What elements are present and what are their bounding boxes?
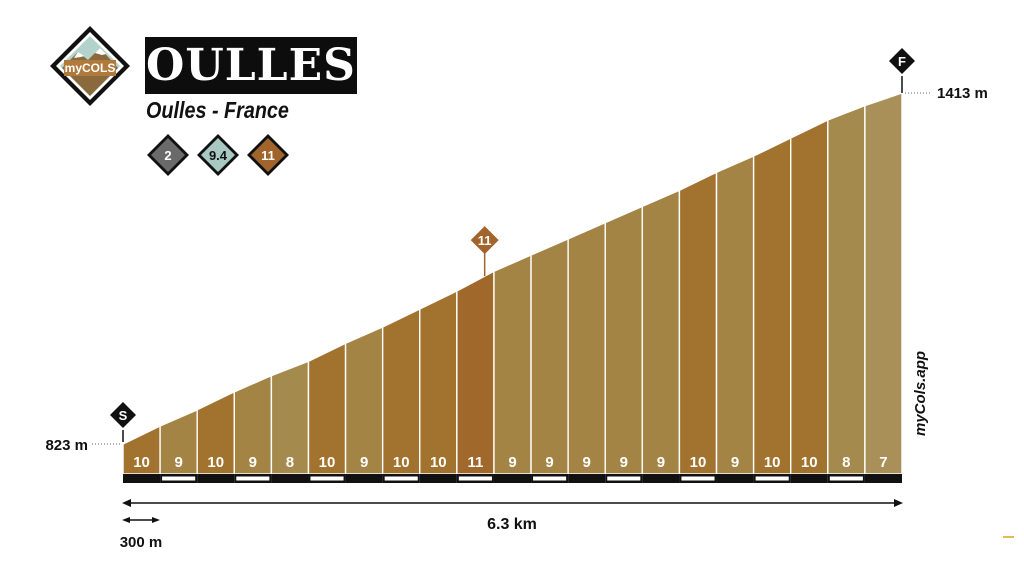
climb-location: Oulles - France [146, 97, 289, 123]
ruler-segment-1 [123, 474, 161, 483]
ruler-gap-6 [310, 476, 344, 481]
ruler-gap-10 [458, 476, 492, 481]
profile-segment-8 [381, 307, 421, 475]
gradient-label-3: 10 [207, 454, 224, 471]
profile-segment-20 [827, 104, 866, 475]
ruler-gap-18 [755, 476, 789, 481]
profile-segment-18 [752, 136, 792, 475]
gradient-label-14: 9 [620, 454, 628, 471]
finish-marker: F [889, 48, 915, 93]
profile-segment-14 [604, 205, 644, 475]
start-elevation-label: 823 m [45, 437, 88, 454]
gradient-label-16: 10 [690, 454, 707, 471]
ruler-gap-2 [162, 476, 196, 481]
finish-marker-label: F [898, 54, 906, 69]
ruler-segment-9 [419, 474, 457, 483]
badge-average-gradient: 9.4 [197, 134, 239, 176]
ruler-gap-16 [681, 476, 715, 481]
brand-vertical-text: myCols.app [912, 350, 929, 436]
profile-segment-11 [493, 253, 532, 475]
profile-segment-7 [344, 325, 384, 475]
start-marker: S [110, 402, 136, 442]
gradient-label-10: 11 [467, 454, 483, 471]
gradient-label-20: 8 [842, 454, 850, 471]
ruler-segment-15 [642, 474, 680, 483]
profile-segment-13 [567, 221, 606, 475]
total-distance-arrow [122, 499, 903, 507]
gradient-label-18: 10 [764, 454, 781, 471]
gradient-label-21: 7 [879, 454, 887, 471]
profile-segment-12 [530, 237, 569, 475]
gradient-label-9: 10 [430, 454, 447, 471]
gradient-label-5: 8 [286, 454, 294, 471]
gradient-label-13: 9 [583, 454, 591, 471]
profile-segment-17 [715, 154, 755, 475]
stats-badges: 2 9.4 11 [147, 134, 289, 176]
segment-scale-label: 300 m [120, 534, 163, 551]
badge-count-fill [151, 138, 185, 172]
badge-average-gradient-value: 9.4 [209, 148, 228, 163]
ruler-segment-3 [197, 474, 235, 483]
start-marker-label: S [119, 408, 128, 423]
gradient-label-17: 9 [731, 454, 739, 471]
badge-max-gradient: 11 [247, 134, 289, 176]
ruler-segment-19 [790, 474, 828, 483]
gradient-label-8: 10 [393, 454, 410, 471]
gradient-label-2: 9 [174, 454, 182, 471]
logo-text: myCOLS [65, 61, 116, 75]
gradient-label-15: 9 [657, 454, 665, 471]
ruler-segment-5 [271, 474, 309, 483]
profile-segment-15 [641, 189, 681, 475]
profile-segments [122, 92, 903, 475]
mycols-logo: myCOLS [50, 26, 130, 106]
ruler-segment-21 [864, 474, 902, 483]
ruler-segment-7 [345, 474, 383, 483]
badge-count-value: 2 [164, 148, 171, 163]
max-gradient-marker: 11 [470, 226, 499, 277]
gradient-label-6: 10 [319, 454, 336, 471]
gradient-label-7: 9 [360, 454, 368, 471]
ruler-segment-11 [493, 474, 532, 483]
profile-segment-19 [790, 118, 829, 475]
gradient-labels: 10 9 10 9 8 10 9 10 10 11 9 9 9 9 9 10 9 10 10 8 7 [133, 454, 887, 471]
profile-segment-16 [678, 171, 718, 475]
climb-title: OULLES [145, 37, 357, 94]
gradient-label-19: 10 [801, 454, 818, 471]
total-distance-label: 6.3 km [487, 516, 537, 533]
finish-elevation-label: 1413 m [937, 85, 988, 102]
max-gradient-marker-label: 11 [478, 233, 492, 248]
profile-segment-9 [419, 289, 458, 475]
ruler-gap-14 [607, 476, 641, 481]
distance-ruler [123, 474, 902, 483]
ruler-gap-4 [236, 476, 270, 481]
badge-count: 2 [147, 134, 189, 176]
ruler-segment-13 [568, 474, 606, 483]
badge-max-gradient-value: 11 [261, 148, 275, 163]
ruler-segment-17 [716, 474, 754, 483]
segment-scale-arrow [122, 517, 160, 523]
ruler-gap-12 [533, 476, 567, 481]
gradient-label-4: 9 [249, 454, 257, 471]
profile-segment-21 [864, 92, 903, 475]
ruler-gap-8 [384, 476, 418, 481]
ruler-gap-20 [829, 476, 863, 481]
profile-segment-10 [456, 270, 495, 475]
gradient-label-1: 10 [133, 454, 150, 471]
gradient-label-12: 9 [545, 454, 553, 471]
gradient-label-11: 9 [508, 454, 516, 471]
